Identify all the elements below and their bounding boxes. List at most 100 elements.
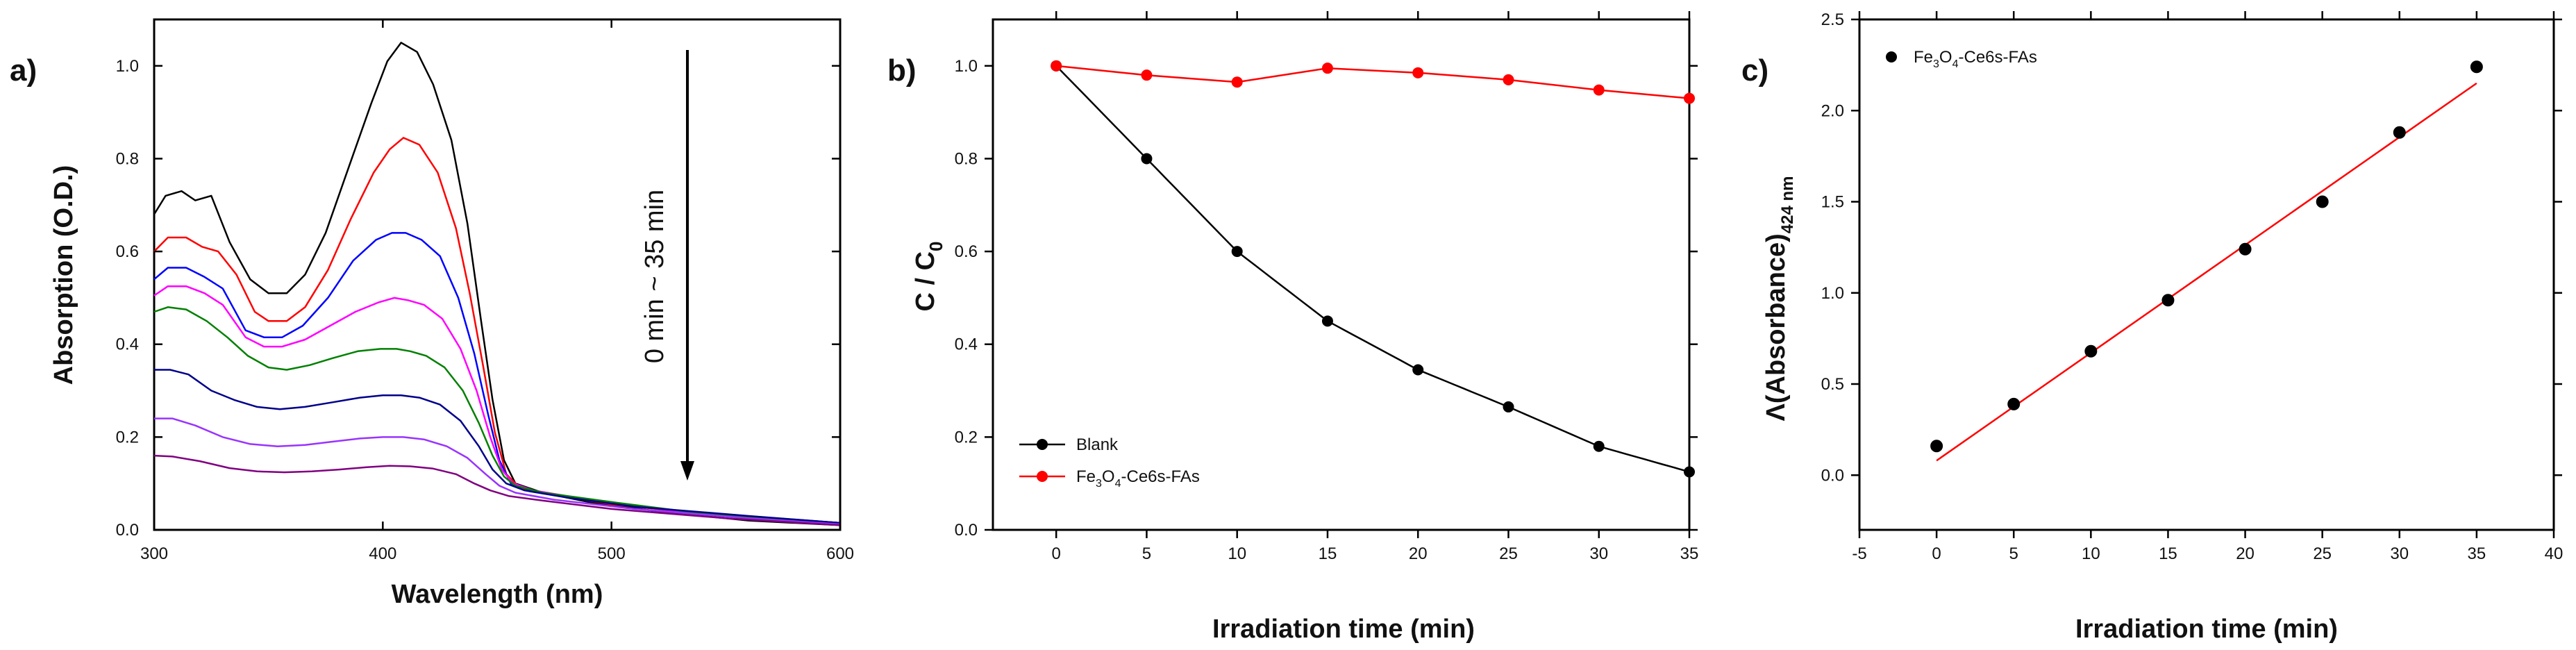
panel-a-x-tick-label: 400 [369, 544, 396, 563]
data-point-fa [1593, 84, 1605, 96]
panel-b-series-group [1051, 60, 1695, 478]
panel-c-label: c) [1741, 53, 1768, 88]
panel-c-x-tick-label: 20 [2236, 544, 2255, 563]
legend-fa-sub1: 3 [1096, 478, 1102, 490]
panel-b-y-ticks: 0.0 0.2 0.4 0.6 0.8 1.0 [955, 57, 1698, 540]
legend-fa-mid: O [1102, 467, 1115, 486]
spectrum-line-20-min [153, 306, 841, 524]
panel-c-x-tick-label: 25 [2313, 544, 2332, 563]
panel-c-y-tick-label: 0.0 [1821, 466, 1844, 485]
data-point [2316, 195, 2329, 208]
panel-b-x-tick-label: 30 [1589, 544, 1608, 563]
data-point-blank [1593, 440, 1605, 452]
data-point [2239, 242, 2252, 256]
panel-c-y-axis-title-main: Λ(Absorbance) [1762, 233, 1791, 421]
spectrum-line-35-min [153, 454, 841, 526]
data-point-blank [1684, 466, 1695, 478]
panel-a-time-annotation: 0 min ~ 35 min [640, 190, 669, 363]
data-point-blank [1503, 401, 1514, 412]
data-point-fa [1412, 67, 1424, 78]
panel-a-x-tick-label: 600 [826, 544, 854, 563]
panel-b-y-axis-title: C / C0 [911, 241, 946, 311]
panel-b-y-tick-label: 0.4 [955, 335, 978, 354]
data-point-blank [1231, 246, 1243, 258]
panel-a-y-tick-label: 0.8 [116, 149, 139, 168]
legend-fa-sub2: 4 [1115, 478, 1121, 490]
panel-c-y-tick-label: 1.5 [1821, 193, 1844, 212]
panel-a-x-ticks: 300 400 500 600 [140, 19, 854, 563]
data-point [2161, 294, 2175, 307]
data-point [2084, 344, 2098, 358]
panel-c-legend-mid: O [1939, 48, 1952, 67]
data-point-fa [1503, 74, 1514, 85]
panel-c-y-axis-title: Λ(Absorbance)424 nm [1762, 176, 1797, 422]
panel-c-x-tick-label: 40 [2545, 544, 2564, 563]
legend-fa-suffix: -Ce6s-FAs [1121, 467, 1200, 486]
panel-b-label: b) [887, 53, 917, 88]
panel-b-y-axis-title-sub: 0 [926, 241, 946, 251]
data-point-blank [1321, 315, 1333, 327]
linear-fit-line [1936, 82, 2477, 462]
data-point [1930, 440, 1943, 453]
panel-a-x-tick-label: 300 [140, 544, 168, 563]
panel-a-y-tick-label: 0.6 [116, 242, 139, 261]
panel-c-y-tick-label: 2.0 [1821, 101, 1844, 120]
panel-b-x-tick-label: 0 [1052, 544, 1061, 563]
panel-b-legend: Blank Fe3O4-Ce6s-FAs [1019, 435, 1200, 490]
panel-a-y-ticks: 0.0 0.2 0.4 0.6 0.8 1.0 [116, 57, 840, 540]
panel-b-y-tick-label: 0.2 [955, 428, 978, 447]
panel-b-y-axis-title-main: C / C [911, 251, 940, 312]
panel-a-y-tick-label: 1.0 [116, 57, 139, 76]
panel-c-y-tick-label: 1.0 [1821, 284, 1844, 303]
data-point [2007, 397, 2021, 410]
panel-b-x-tick-label: 35 [1680, 544, 1699, 563]
panel-a-plot-frame [153, 18, 842, 531]
panel-c-x-tick-label: -5 [1852, 544, 1866, 563]
data-point-blank [1141, 153, 1153, 165]
data-point-fa [1684, 92, 1695, 104]
panel-c-y-axis-title-sub: 424 nm [1778, 176, 1797, 234]
series-line-fa [1056, 65, 1690, 99]
data-point-fa [1051, 60, 1062, 72]
panel-c-legend-label: Fe3O4-Ce6s-FAs [1914, 48, 2037, 70]
panel-b-y-tick-label: 0.6 [955, 242, 978, 261]
panel-a-y-tick-label: 0.2 [116, 428, 139, 447]
panel-b-x-tick-label: 20 [1409, 544, 1428, 563]
panel-b-x-ticks: 0 5 10 15 20 25 30 35 [1052, 11, 1699, 563]
panel-c-legend: Fe3O4-Ce6s-FAs [1886, 48, 2037, 70]
legend-fa-label: Fe3O4-Ce6s-FAs [1076, 467, 1200, 490]
legend-blank-label: Blank [1076, 435, 1119, 454]
panel-a-y-axis-title: Absorption (O.D.) [49, 165, 78, 385]
panel-c-y-tick-label: 0.5 [1821, 375, 1844, 394]
data-point-fa [1321, 62, 1333, 74]
legend-blank-marker [1037, 439, 1048, 450]
panel-b-y-tick-label: 0.8 [955, 149, 978, 168]
panel-b-y-tick-label: 0.0 [955, 521, 978, 540]
panel-c-x-tick-label: 10 [2082, 544, 2100, 563]
panel-c-legend-sub1: 3 [1933, 58, 1939, 70]
panel-b-x-tick-label: 5 [1142, 544, 1151, 563]
panel-c-x-tick-label: 5 [2009, 544, 2018, 563]
legend-fa-prefix: Fe [1076, 467, 1096, 486]
panel-c-x-ticks: -5 0 5 10 15 20 25 30 35 40 [1852, 11, 2563, 563]
panel-c-x-axis-title: Irradiation time (min) [2075, 615, 2338, 644]
data-point-fa [1141, 69, 1153, 81]
data-point [2393, 126, 2406, 139]
panel-c-y-ticks: 0.0 0.5 1.0 1.5 2.0 2.5 [1821, 10, 2562, 485]
data-point-blank [1412, 364, 1424, 376]
spectrum-line-15-min [153, 285, 841, 524]
panel-b-x-tick-label: 15 [1319, 544, 1337, 563]
panel-c-plot-frame [1858, 18, 2555, 531]
panel-b-y-tick-label: 1.0 [955, 57, 978, 76]
panel-a-x-tick-label: 500 [598, 544, 626, 563]
panel-b: b) 0 5 10 15 20 25 30 35 0.00.20.40.60.81.0 Irr… [887, 11, 1698, 644]
panel-c: c) -5 0 5 10 15 20 25 30 35 40 0.0 0.5 1.0 1.5 2.0 2.5… [1741, 10, 2563, 644]
panel-c-legend-sub2: 4 [1952, 58, 1959, 70]
panel-b-x-tick-label: 10 [1228, 544, 1246, 563]
legend-fa-marker [1037, 471, 1048, 482]
data-point-fa [1231, 76, 1243, 88]
panel-c-legend-marker [1886, 51, 1897, 62]
spectrum-line-10-min [153, 232, 841, 524]
panel-a-y-tick-label: 0.4 [116, 335, 139, 354]
